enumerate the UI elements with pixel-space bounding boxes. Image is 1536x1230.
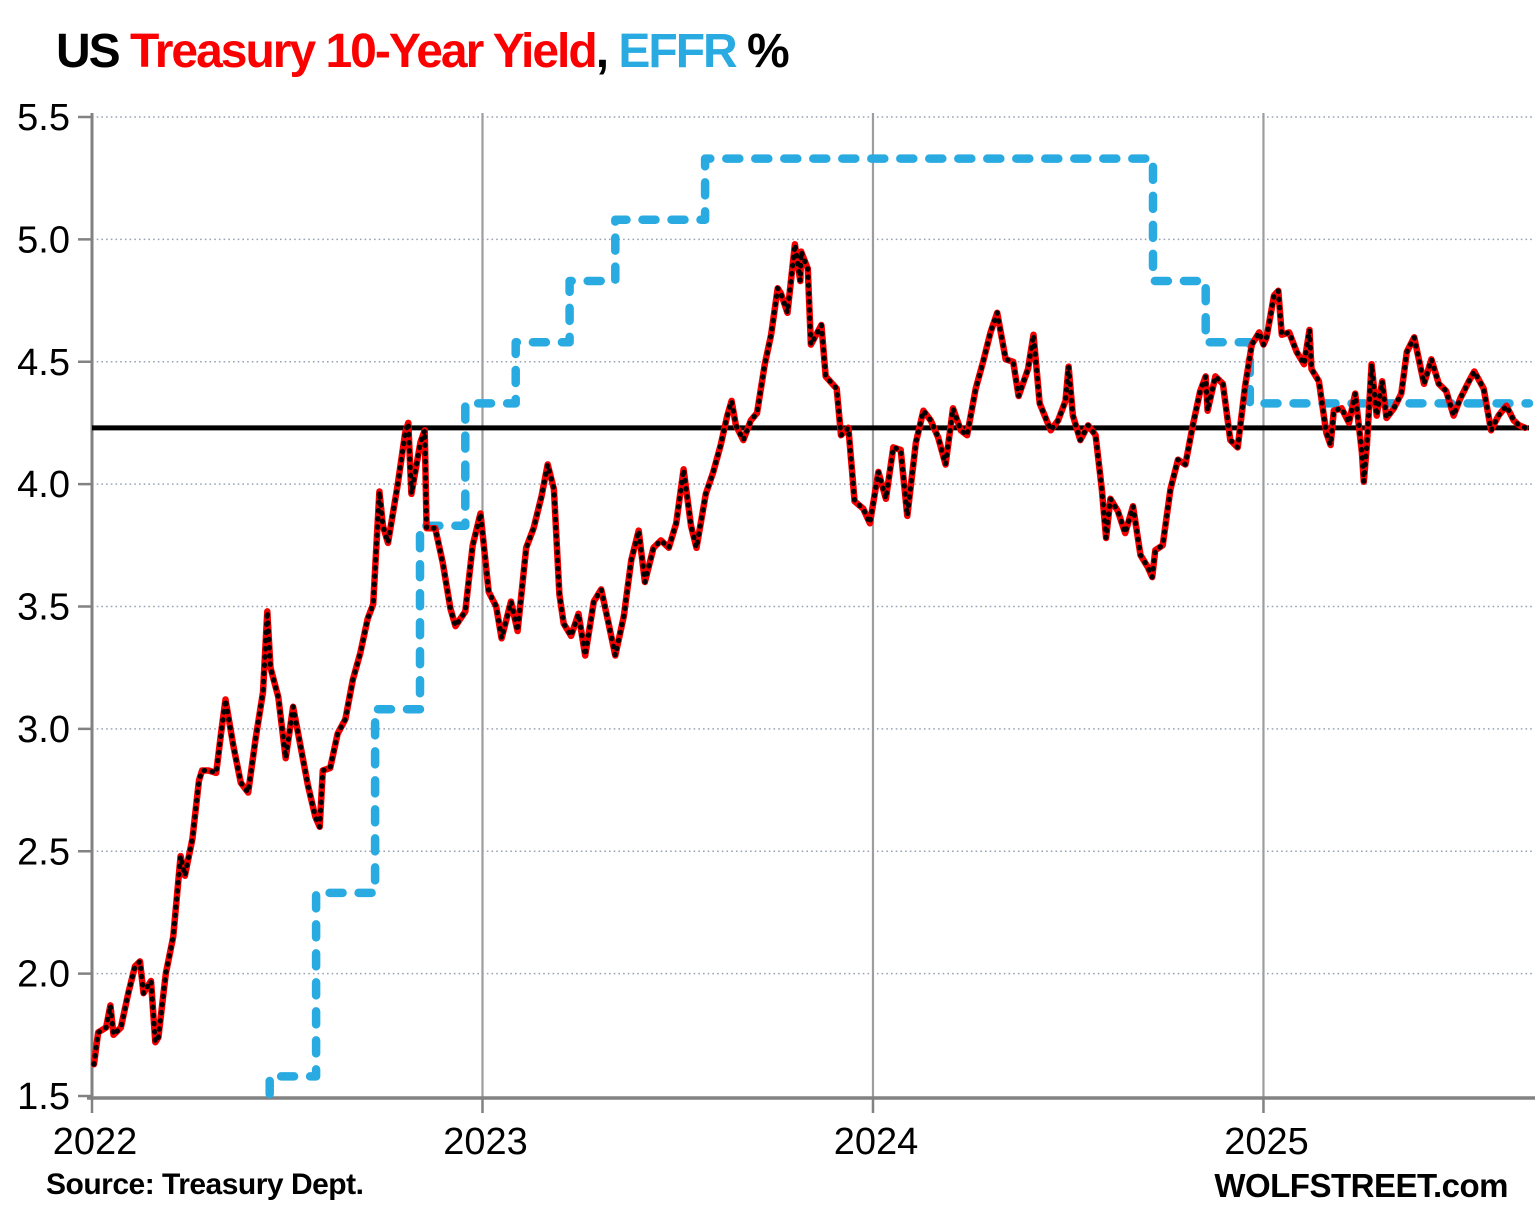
effr-line — [265, 154, 1534, 1099]
y-tick-label-3.5: 3.5 — [17, 587, 70, 629]
x-tick-label-2023: 2023 — [443, 1121, 528, 1163]
title-segment-2: , — [595, 25, 619, 78]
source-label: Source: Treasury Dept. — [46, 1168, 364, 1201]
x-tick-label-2024: 2024 — [834, 1121, 919, 1163]
y-tick-label-5.0: 5.0 — [17, 219, 70, 261]
y-tick-label-5.5: 5.5 — [17, 97, 70, 139]
y-tick-label-4.5: 4.5 — [17, 342, 70, 384]
y-tick-label-1.5: 1.5 — [17, 1076, 70, 1118]
y-tick-label-4.0: 4.0 — [17, 464, 70, 506]
y-tick-label-2.5: 2.5 — [17, 831, 70, 873]
y-tick-label-3.0: 3.0 — [17, 709, 70, 751]
y-tick-label-2.0: 2.0 — [17, 954, 70, 996]
title-segment-0: US — [56, 25, 131, 78]
title-segment-4: % — [735, 25, 790, 78]
treasury-yield-markers — [91, 241, 1528, 1067]
title-segment-3: EFFR — [618, 25, 737, 78]
x-tick-label-2025: 2025 — [1224, 1121, 1309, 1163]
title-segment-1: Treasury 10-Year Yield — [130, 25, 598, 78]
brand-label: WOLFSTREET.com — [1214, 1167, 1508, 1204]
x-tick-label-2022: 2022 — [53, 1121, 138, 1163]
chart-title: US Treasury 10-Year Yield, EFFR % — [56, 25, 790, 79]
treasury-yield-line — [90, 241, 1529, 1068]
